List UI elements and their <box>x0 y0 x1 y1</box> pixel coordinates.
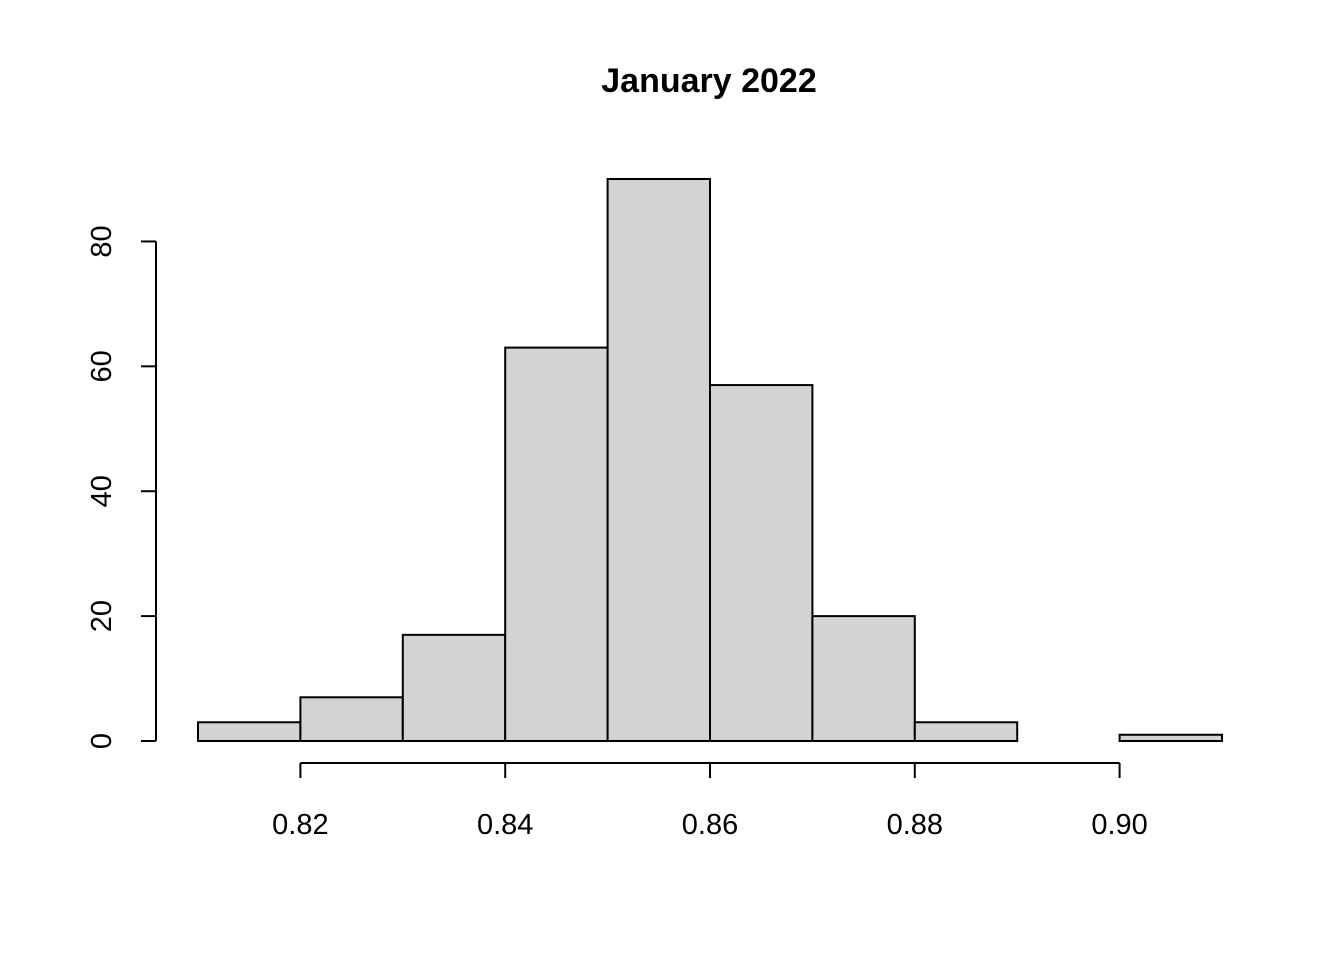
bars-group <box>197 178 1223 742</box>
y-tick-label-0: 0 <box>86 733 118 749</box>
x-tick-label-3: 0.88 <box>887 809 943 841</box>
histogram-bar-1 <box>299 696 404 742</box>
histogram-bar-6 <box>811 615 916 742</box>
chart-title: January 2022 <box>601 62 817 100</box>
y-tick-label-3: 60 <box>86 350 118 382</box>
x-tick-label-4: 0.90 <box>1091 809 1147 841</box>
y-tick-label-1: 20 <box>86 600 118 632</box>
y-tick-label-4: 80 <box>86 225 118 257</box>
histogram-bar-4 <box>606 178 711 742</box>
x-tick-label-0: 0.82 <box>272 809 328 841</box>
histogram-bar-5 <box>709 384 814 742</box>
x-axis: 0.82 0.84 0.86 0.88 0.90 <box>272 762 1148 841</box>
x-tick-label-2: 0.86 <box>682 809 738 841</box>
histogram-bar-2 <box>401 633 507 742</box>
y-axis: 0 20 40 60 80 <box>86 225 157 749</box>
histogram-bar-7 <box>913 721 1019 742</box>
y-tick-label-2: 40 <box>86 475 118 507</box>
histogram-bar-0 <box>197 721 302 742</box>
histogram-bar-9 <box>1118 733 1223 742</box>
histogram-bar-3 <box>504 346 609 742</box>
x-tick-label-1: 0.84 <box>477 809 533 841</box>
